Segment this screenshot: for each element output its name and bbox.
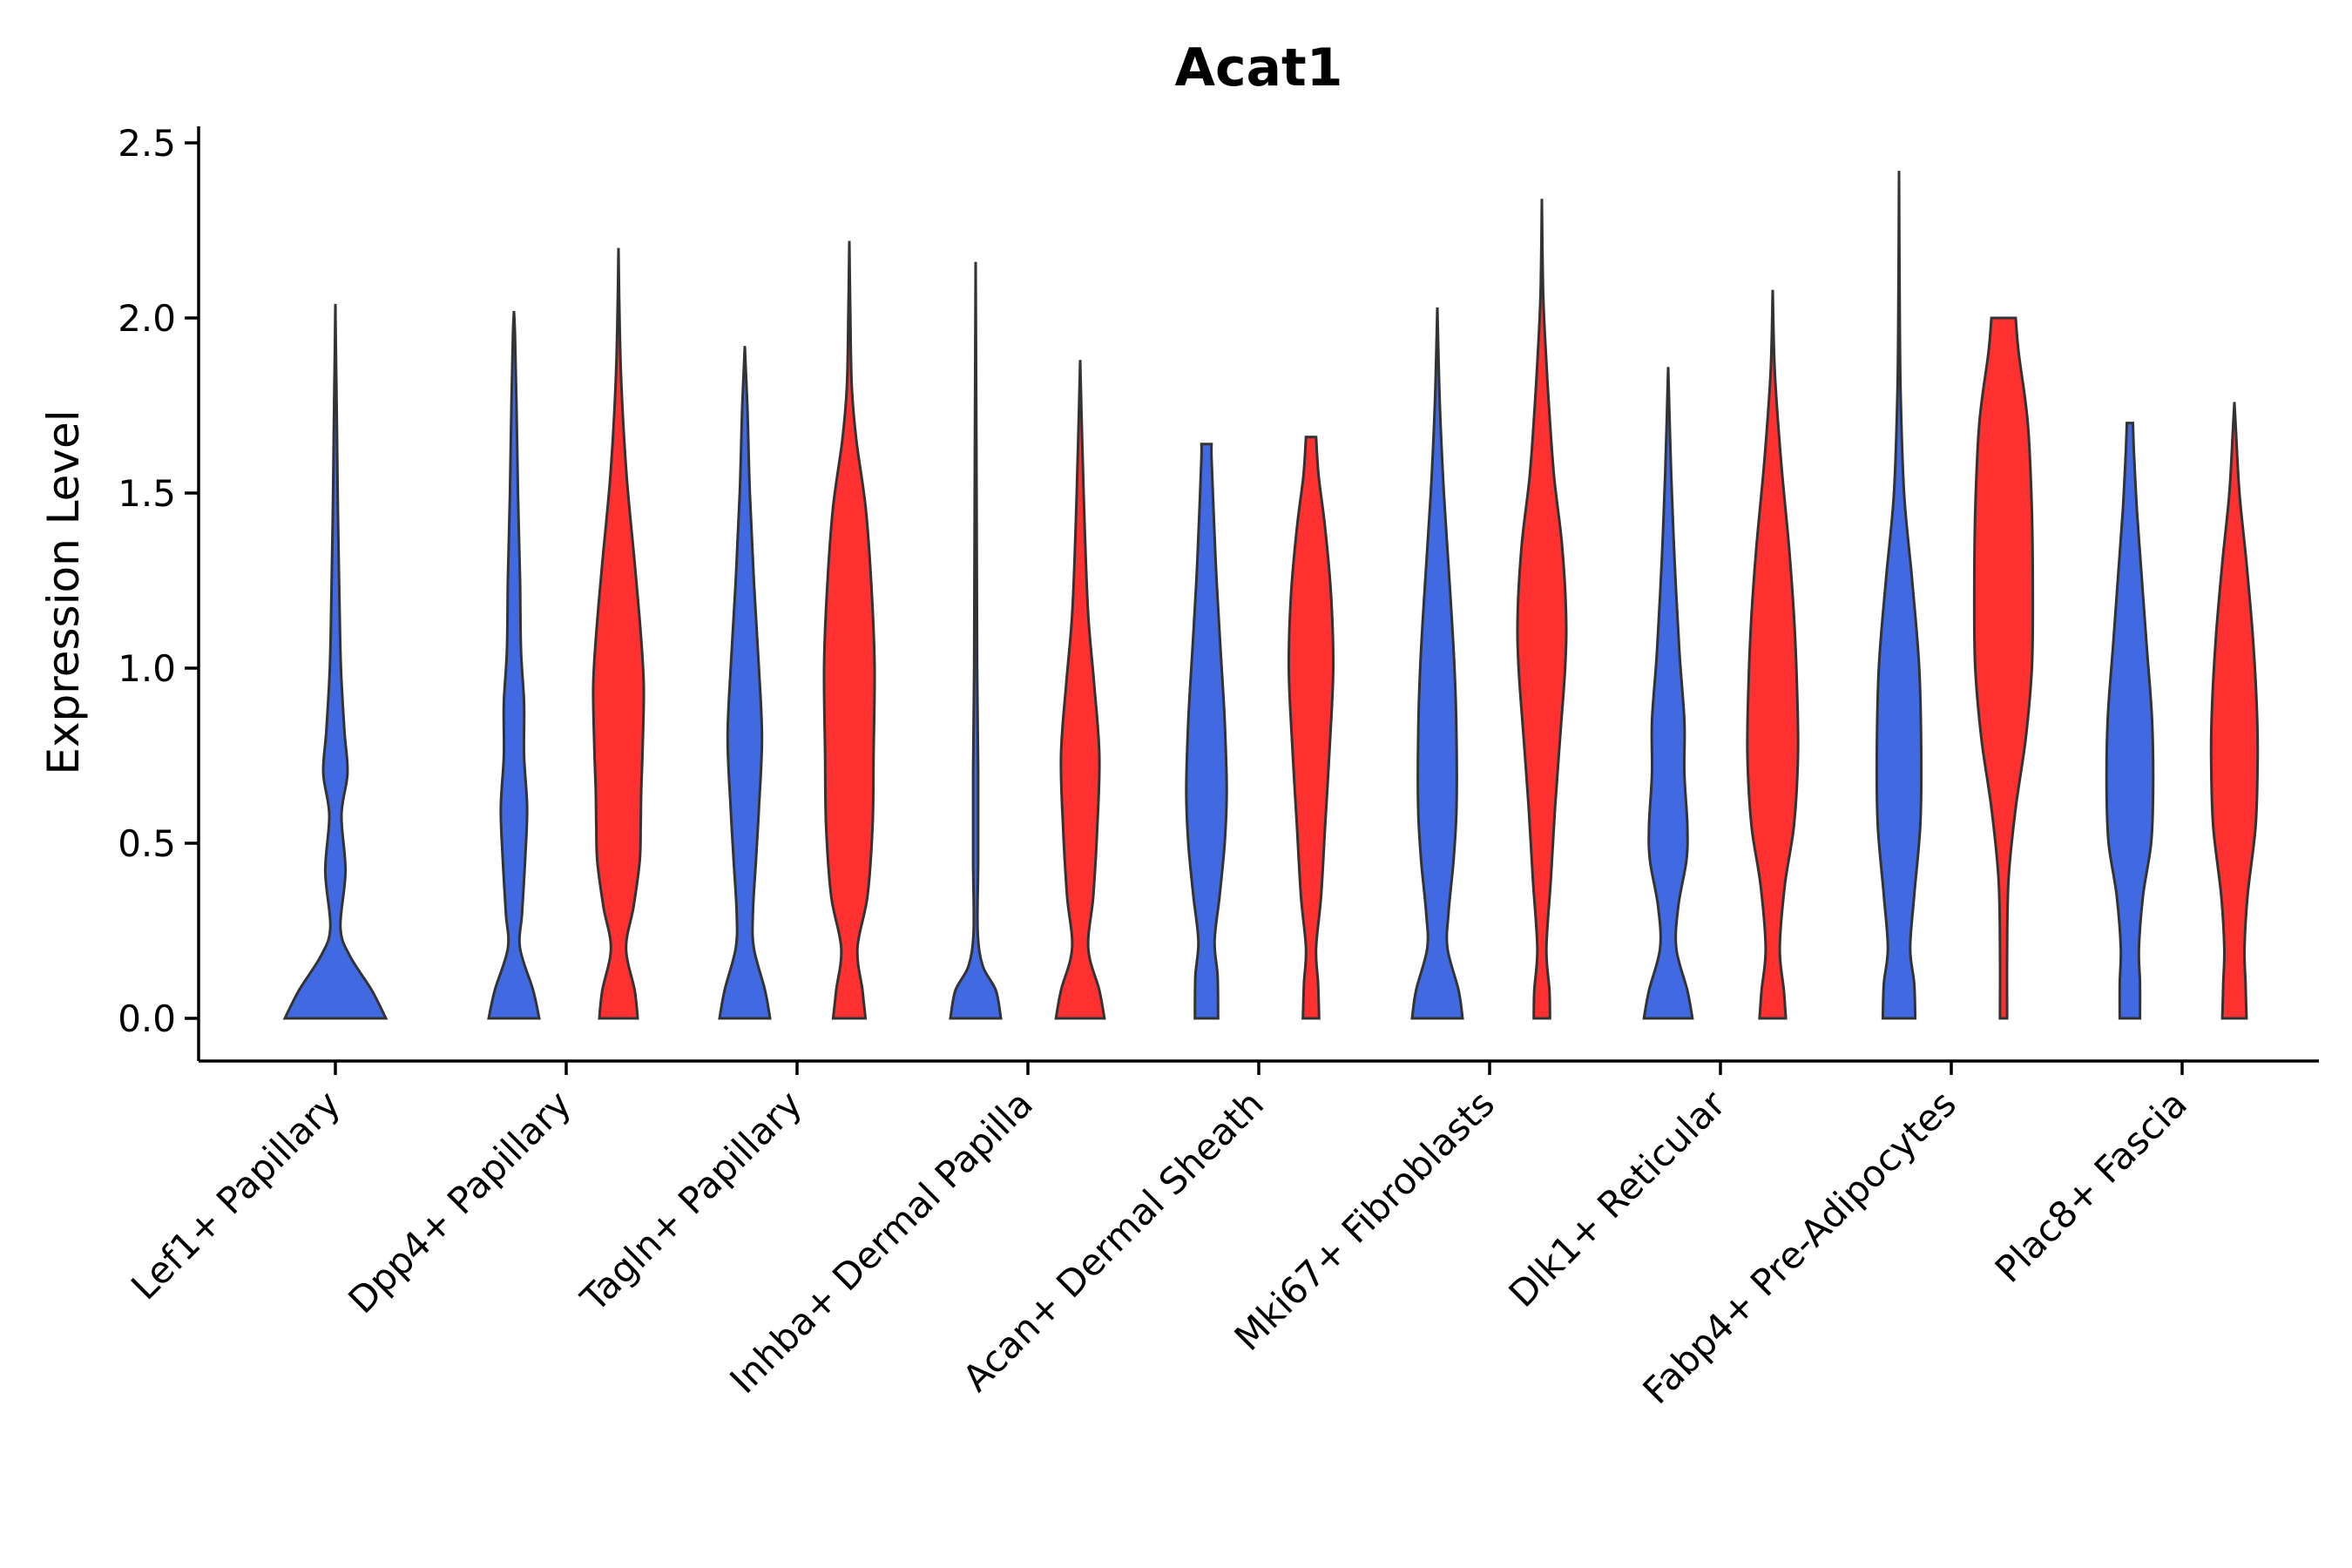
violin-blue xyxy=(1410,307,1464,1020)
violin-blue xyxy=(487,310,541,1020)
x-tick-label: Lef1+ Papillary xyxy=(123,1082,348,1308)
x-tick-label: Tagln+ Papillary xyxy=(572,1082,810,1320)
violin-red xyxy=(822,240,876,1020)
y-tick-label: 0.0 xyxy=(118,997,176,1040)
x-tick-label: Dpp4+ Papillary xyxy=(340,1082,579,1321)
violin-red xyxy=(1972,316,2035,1020)
violin-red xyxy=(1287,436,1335,1020)
y-tick-label: 2.5 xyxy=(118,122,176,165)
violin-red xyxy=(591,247,645,1020)
x-tick-label: Dlk1+ Reticular xyxy=(1501,1082,1734,1315)
violin-red xyxy=(1746,289,1800,1020)
y-tick-label: 2.0 xyxy=(118,297,176,340)
plot-area xyxy=(282,171,2260,1020)
violin-blue xyxy=(1642,367,1694,1020)
x-tick-label: Plac8+ Fascia xyxy=(1987,1082,2195,1290)
violin-blue xyxy=(1875,171,1923,1020)
y-tick-label: 1.0 xyxy=(118,647,176,690)
violin-blue xyxy=(282,303,389,1020)
violin-blue xyxy=(2105,422,2155,1020)
y-tick-label: 0.5 xyxy=(118,822,176,865)
x-tick-label: Mki67+ Fibroblasts xyxy=(1227,1082,1503,1358)
violin-blue xyxy=(1185,443,1228,1020)
violin-blue xyxy=(718,346,772,1020)
violin-red xyxy=(2209,402,2260,1020)
violin-blue xyxy=(949,261,1003,1020)
y-tick-label: 1.5 xyxy=(118,472,176,515)
y-axis-label: Expression Level xyxy=(38,409,89,774)
y-axis: 0.0 0.5 1.0 1.5 2.0 2.5 xyxy=(118,122,200,1061)
violin-red xyxy=(1054,360,1106,1020)
chart-title: Acat1 xyxy=(1175,37,1343,98)
violin-red xyxy=(1516,199,1568,1020)
